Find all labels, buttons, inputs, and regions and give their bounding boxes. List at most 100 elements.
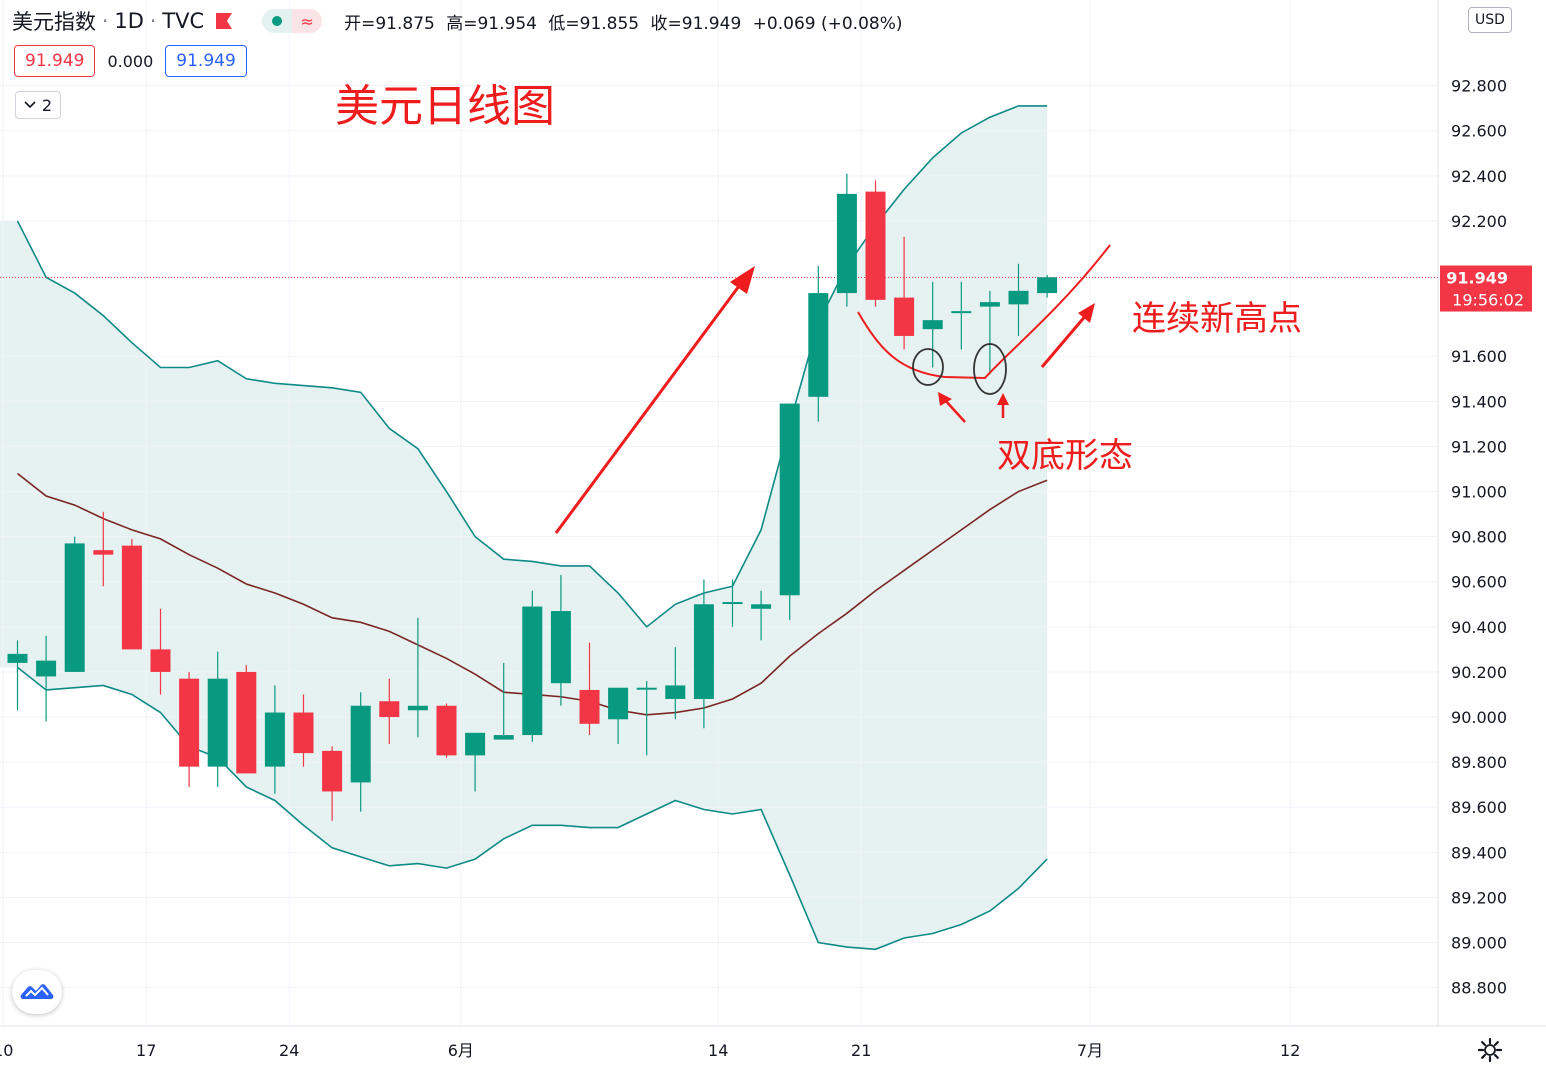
candle <box>808 266 829 422</box>
buy-price-button[interactable]: 91.949 <box>165 45 247 77</box>
last-price-label: 91.949 19:56:02 <box>1440 265 1532 312</box>
bollinger-band-fill <box>17 105 1048 950</box>
candle <box>979 290 1000 375</box>
candle-body <box>264 712 285 767</box>
change-value: +0.069 (+0.08%) <box>752 13 903 34</box>
candle <box>264 685 285 794</box>
candle <box>1037 275 1058 298</box>
tradingview-logo[interactable] <box>12 970 62 1014</box>
candle <box>7 640 28 711</box>
gear-icon[interactable] <box>1476 1036 1504 1064</box>
candle-body <box>207 678 228 767</box>
candle <box>779 403 800 621</box>
y-tick-label: 92.800 <box>1451 77 1507 96</box>
candle <box>121 538 142 650</box>
candle-body <box>93 550 114 555</box>
x-tick-label: 21 <box>851 1041 871 1060</box>
candle-body <box>779 403 800 596</box>
candle-body <box>579 689 600 724</box>
y-tick-label: 92.200 <box>1451 212 1507 231</box>
y-tick-label: 91.400 <box>1451 392 1507 411</box>
candle <box>751 590 772 641</box>
candle <box>150 608 171 695</box>
x-tick-label: 12 <box>1280 1041 1300 1060</box>
candle-body <box>493 735 514 740</box>
indicator-toggle-button[interactable]: 2 <box>15 91 61 119</box>
y-tick-label: 91.200 <box>1451 437 1507 456</box>
candle-body <box>1037 277 1058 294</box>
candle-body <box>350 705 371 783</box>
new-high-arrow-head <box>1078 303 1095 323</box>
annotation-double-bottom: 双底形态 <box>997 436 1133 476</box>
symbol-header: 美元指数 · 1D · TVC ≈ 开=91.875 高=91.954 低=91… <box>12 6 909 36</box>
countdown-value: 19:56:02 <box>1452 291 1524 310</box>
candle-body <box>836 193 857 294</box>
sell-price-button[interactable]: 91.949 <box>14 45 96 77</box>
x-tick-label: 7月 <box>1077 1041 1103 1060</box>
candle-body <box>322 750 343 792</box>
candle <box>64 536 85 672</box>
y-tick-label: 89.600 <box>1451 798 1507 817</box>
candle <box>550 574 571 706</box>
spread-value: 0.000 <box>107 51 154 71</box>
symbol-name[interactable]: 美元指数 <box>12 10 96 34</box>
candle <box>407 617 428 738</box>
candle <box>436 703 457 758</box>
market-open-icon[interactable] <box>262 9 293 33</box>
bottom-arrow-1-head <box>938 392 952 406</box>
candle-body <box>36 660 57 677</box>
candle-body <box>236 671 257 774</box>
candle <box>579 642 600 736</box>
y-tick-label: 90.000 <box>1451 708 1507 727</box>
y-tick-label: 89.800 <box>1451 753 1507 772</box>
candle-body <box>550 611 571 684</box>
candle <box>36 635 57 722</box>
approx-icon[interactable]: ≈ <box>292 9 323 33</box>
candle <box>236 665 257 774</box>
candle-body <box>608 687 629 720</box>
candle <box>350 692 371 812</box>
candle-body <box>922 320 943 330</box>
candle <box>951 281 972 350</box>
market-status-group: ≈ <box>262 9 323 33</box>
y-tick-label: 90.800 <box>1451 528 1507 547</box>
candle-body <box>865 191 886 300</box>
candle-body <box>751 604 772 609</box>
candle <box>179 671 200 787</box>
y-tick-label: 89.000 <box>1451 934 1507 953</box>
chevron-down-icon <box>24 101 36 109</box>
candle-body <box>1008 290 1029 305</box>
candle <box>865 180 886 307</box>
separator-dot: · <box>149 9 157 33</box>
bottom-circle-2 <box>973 343 1007 395</box>
currency-button[interactable]: USD <box>1468 7 1512 33</box>
candle-body <box>808 293 829 397</box>
candle <box>922 281 943 368</box>
candle <box>465 732 486 792</box>
bollinger-band-fill-edge <box>0 220 18 668</box>
interval-label[interactable]: 1D <box>114 9 144 33</box>
candle-body <box>7 653 28 663</box>
price-box-row: 91.949 0.000 91.949 <box>14 45 247 77</box>
candle <box>293 694 314 767</box>
candle <box>693 579 714 729</box>
x-tick-label: 14 <box>708 1041 728 1060</box>
candle <box>1008 263 1029 336</box>
candle <box>665 647 686 720</box>
close-value: 收=91.949 <box>650 13 742 34</box>
candle <box>522 590 543 742</box>
candle-body <box>636 687 657 690</box>
candle-body <box>436 705 457 756</box>
flag-icon[interactable] <box>214 11 234 31</box>
last-price-value: 91.949 <box>1446 269 1508 288</box>
candle-body <box>150 649 171 672</box>
candle <box>93 511 114 587</box>
candle-body <box>407 705 428 711</box>
low-value: 低=91.855 <box>548 13 640 34</box>
double-bottom-curve <box>857 244 1111 380</box>
bottom-arrow-2-head <box>997 393 1009 405</box>
y-tick-label: 92.400 <box>1451 167 1507 186</box>
candle <box>636 680 657 756</box>
candle-body <box>979 302 1000 307</box>
